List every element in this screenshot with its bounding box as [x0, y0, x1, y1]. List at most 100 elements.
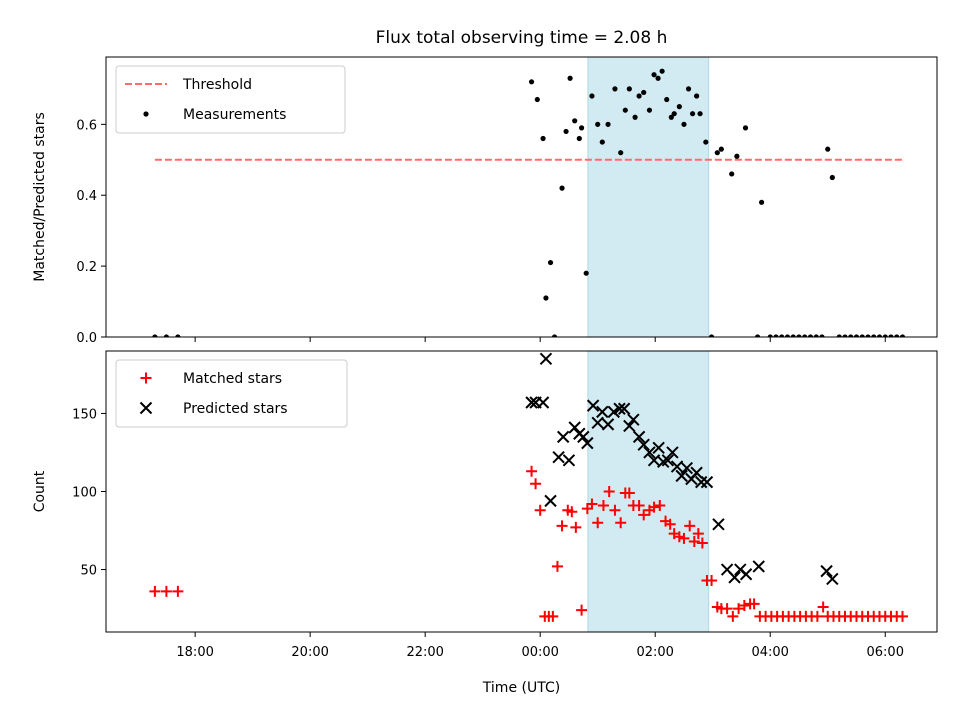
measurement-point: [599, 139, 605, 145]
predicted-star-point: [690, 466, 703, 479]
predicted-star-point: [739, 568, 753, 581]
matched-star-point: [534, 504, 546, 516]
matched-star-point: [551, 560, 563, 572]
matched-star-point: [597, 500, 609, 512]
measurement-point: [612, 86, 618, 92]
measurement-point: [551, 334, 558, 337]
measurement-point: [882, 334, 888, 337]
measurement-point: [734, 153, 740, 159]
y-tick-label: 0.4: [76, 189, 97, 204]
y-tick-label: 50: [80, 564, 97, 579]
legend-box: [115, 359, 348, 428]
chart-title: Flux total observing time = 2.08 h: [376, 28, 668, 48]
measurement-point: [899, 334, 906, 337]
predicted-star-point: [637, 438, 650, 451]
matched-star-point: [727, 610, 739, 622]
measurement-point: [714, 150, 720, 156]
predicted-star-point: [525, 396, 538, 409]
measurement-point: [779, 334, 785, 337]
predicted-star-point: [596, 405, 609, 419]
predicted-star-point: [712, 518, 725, 531]
measurement-point: [572, 118, 578, 124]
y-tick-label: 0.6: [76, 118, 97, 133]
predicted-star-point: [586, 399, 600, 412]
measurement-point: [894, 334, 900, 337]
measurement-point: [175, 334, 181, 337]
predicted-star-point: [700, 475, 714, 489]
measurement-point: [888, 334, 894, 337]
matched-star-point: [623, 487, 635, 499]
y-tick-label: 0.0: [76, 331, 97, 346]
predicted-star-point: [666, 446, 679, 459]
measurement-point: [829, 174, 835, 181]
measurement-point: [865, 334, 871, 337]
measurement-point: [694, 93, 700, 99]
matched-star-point: [615, 517, 627, 529]
predicted-star-point: [661, 454, 675, 467]
measurement-point: [758, 199, 765, 205]
measurement-point: [659, 68, 665, 74]
legend-predicted-swatch: [139, 401, 153, 415]
measurement-point: [534, 96, 540, 103]
measurement-point: [540, 135, 546, 142]
predicted-star-point: [617, 402, 631, 415]
x-tick-label: 18:00: [176, 645, 213, 660]
matched-star-point: [592, 517, 604, 529]
predicted-star-point: [601, 418, 615, 431]
matched-star-point: [609, 504, 621, 516]
matched-star-point: [648, 501, 660, 513]
measurement-point: [842, 334, 848, 337]
measurement-point: [563, 128, 569, 135]
predicted-star-point: [577, 430, 590, 444]
measurement-point: [773, 334, 779, 337]
predicted-star-point: [591, 416, 604, 430]
matched-star-point: [172, 585, 184, 597]
measurement-point: [618, 150, 624, 156]
measurement-point: [578, 125, 585, 131]
measurement-point: [655, 75, 661, 81]
predicted-star-point: [544, 494, 557, 508]
predicted-star-point: [820, 564, 833, 578]
measurement-point: [152, 334, 158, 337]
measurement-point: [718, 146, 724, 152]
y-tick-label: 0.2: [76, 260, 97, 275]
measurement-point: [767, 334, 773, 337]
matched-star-point: [160, 585, 172, 597]
matched-star-point: [556, 520, 568, 532]
predicted-star-point: [670, 460, 684, 473]
measurement-point: [605, 121, 611, 127]
matched-star-point: [688, 535, 700, 547]
measurement-point: [636, 93, 642, 99]
measurement-point: [876, 334, 883, 337]
measurement-point: [825, 146, 831, 152]
measurement-point: [802, 334, 808, 337]
predicted-star-point: [632, 430, 646, 444]
measurement-point: [559, 185, 565, 191]
predicted-star-point: [607, 405, 621, 419]
measurement-point: [163, 334, 169, 337]
axes-frame: [105, 56, 938, 338]
measurement-point: [676, 104, 682, 110]
predicted-star-point: [695, 475, 708, 489]
legend-label: Threshold: [182, 77, 252, 93]
measurement-point: [742, 125, 749, 131]
measurement-point: [859, 334, 865, 337]
measurement-point: [626, 86, 632, 92]
predicted-star-point: [728, 571, 741, 584]
predicted-star-point: [643, 446, 656, 459]
matched-star-point: [149, 585, 161, 597]
measurement-point: [671, 111, 677, 117]
legend-label: Matched stars: [183, 371, 282, 387]
measurement-point: [685, 86, 692, 92]
y-tick-label: 150: [72, 407, 97, 422]
measurement-point: [622, 107, 628, 113]
matched-star-point: [570, 521, 582, 533]
plot-area: [149, 352, 908, 622]
measurement-point: [853, 334, 860, 337]
measurement-point: [813, 334, 819, 337]
predicted-star-point: [552, 450, 565, 464]
measurement-point: [729, 171, 735, 177]
panel-1: [101, 56, 938, 342]
panel-2: [101, 350, 938, 637]
